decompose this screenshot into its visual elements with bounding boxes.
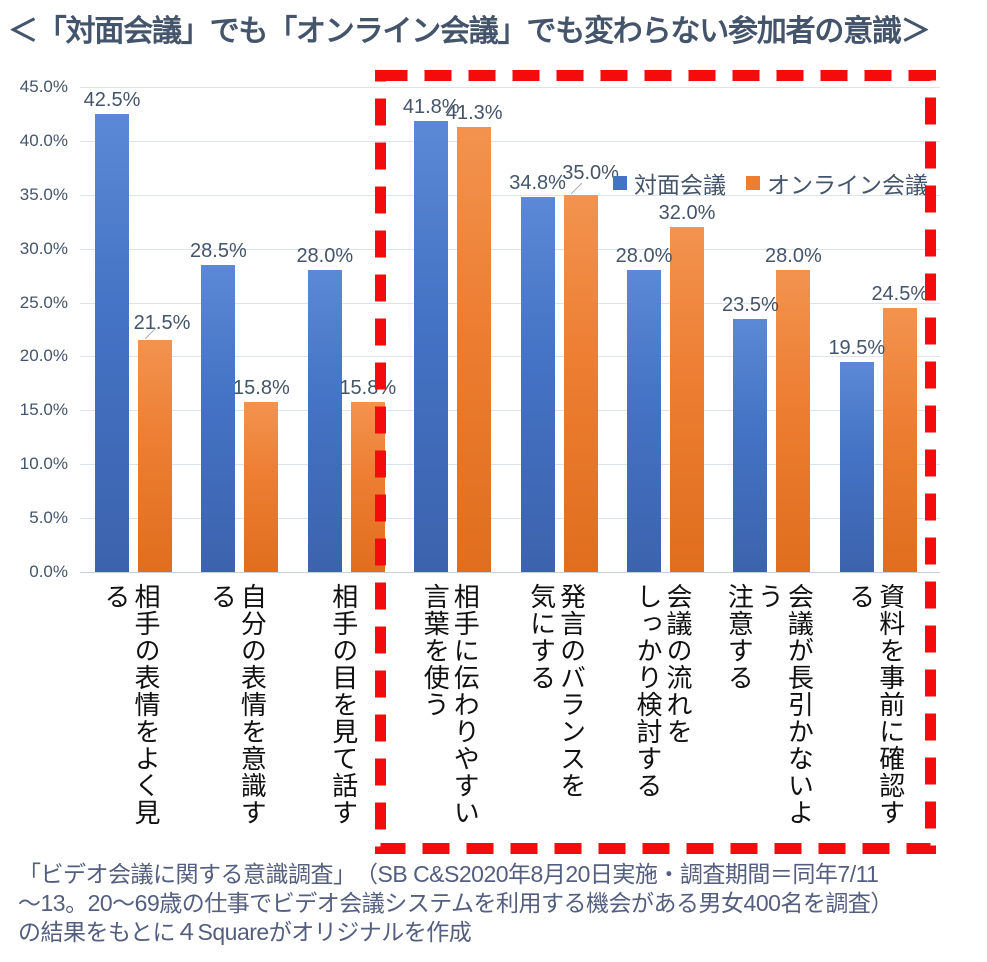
y-axis-tick-label: 0.0%	[29, 562, 68, 581]
category-label-2: 相手の目を見て話す	[328, 583, 359, 826]
data-label: 24.5%	[871, 282, 929, 305]
legend-label-online: オンライン会議	[767, 172, 928, 198]
data-label: 28.0%	[615, 245, 673, 268]
bar-taimen-5	[627, 270, 661, 572]
data-label: 28.5%	[190, 239, 247, 262]
category-label-0: 相手の表情をよく見る	[101, 583, 161, 826]
legend-swatch-taimen	[613, 176, 627, 190]
data-label: 42.5%	[83, 88, 141, 111]
category-label-4: 発言のバランスを 気にする	[526, 583, 587, 799]
category-label-7: 資料を事前に確認する	[845, 583, 906, 826]
y-axis-tick-label: 40.0%	[19, 130, 68, 150]
page-title: ＜「対面会議」でも「オンライン会議」でも変わらない参加者の意識＞	[8, 15, 931, 48]
y-axis-tick-label: 25.0%	[19, 292, 68, 312]
data-label: 21.5%	[133, 312, 191, 335]
y-axis-tick-label: 35.0%	[19, 184, 68, 204]
bar-taimen-2	[307, 270, 342, 572]
bar-online-1	[244, 401, 279, 572]
footer-source-note: 「ビデオ会議に関する意識調査」 （SB C&S2020年8月20日実施・調査期間…	[18, 861, 893, 945]
data-label: 41.3%	[445, 101, 503, 124]
data-label: 28.0%	[765, 245, 822, 268]
bar-taimen-0	[95, 113, 129, 572]
gridline	[80, 572, 940, 573]
bar-taimen-4	[520, 196, 555, 572]
bar-taimen-1	[201, 264, 236, 572]
category-label-6: 会議が長引かないよう 注意する	[724, 583, 815, 826]
category-label-1: 自分の表情を意識する	[207, 583, 268, 826]
data-label: 32.0%	[658, 202, 716, 225]
category-label-5: 会議の流れを しっかり検討する	[633, 583, 693, 799]
legend-item-taimen: 対面会議	[613, 166, 726, 200]
bar-taimen-7	[839, 361, 874, 572]
bar-online-5	[670, 227, 704, 572]
legend-item-online: オンライン会議	[746, 166, 928, 200]
data-label: 19.5%	[828, 336, 886, 359]
legend: 対面会議 オンライン会議	[613, 166, 928, 200]
data-label: 23.5%	[722, 293, 779, 316]
y-axis-tick-label: 15.0%	[19, 400, 68, 420]
data-label: 15.8%	[339, 376, 397, 399]
bar-taimen-3	[414, 121, 449, 572]
gridline	[80, 86, 940, 88]
y-axis-tick-label: 30.0%	[19, 238, 68, 258]
data-label: 28.0%	[296, 245, 354, 268]
category-label-3: 相手に伝わりやすい 言葉を使う	[420, 583, 481, 826]
y-axis-tick-label: 45.0%	[19, 76, 68, 96]
bar-online-3	[457, 126, 492, 572]
bar-online-2	[350, 401, 385, 572]
bar-taimen-6	[733, 318, 768, 572]
gridline	[80, 140, 940, 142]
bar-online-0	[138, 340, 172, 572]
y-axis-tick-label: 20.0%	[19, 346, 68, 366]
legend-swatch-online	[746, 176, 760, 190]
y-axis-tick-label: 5.0%	[29, 508, 68, 528]
bar-chart: 0.0% 5.0% 10.0% 15.0% 20.0% 25.0% 30.0% 35.0% 40…	[5, 63, 961, 846]
y-axis-tick-label: 10.0%	[19, 454, 68, 474]
bar-online-4	[563, 194, 598, 572]
legend-label-taimen: 対面会議	[634, 172, 726, 198]
data-label: 15.8%	[233, 376, 290, 399]
